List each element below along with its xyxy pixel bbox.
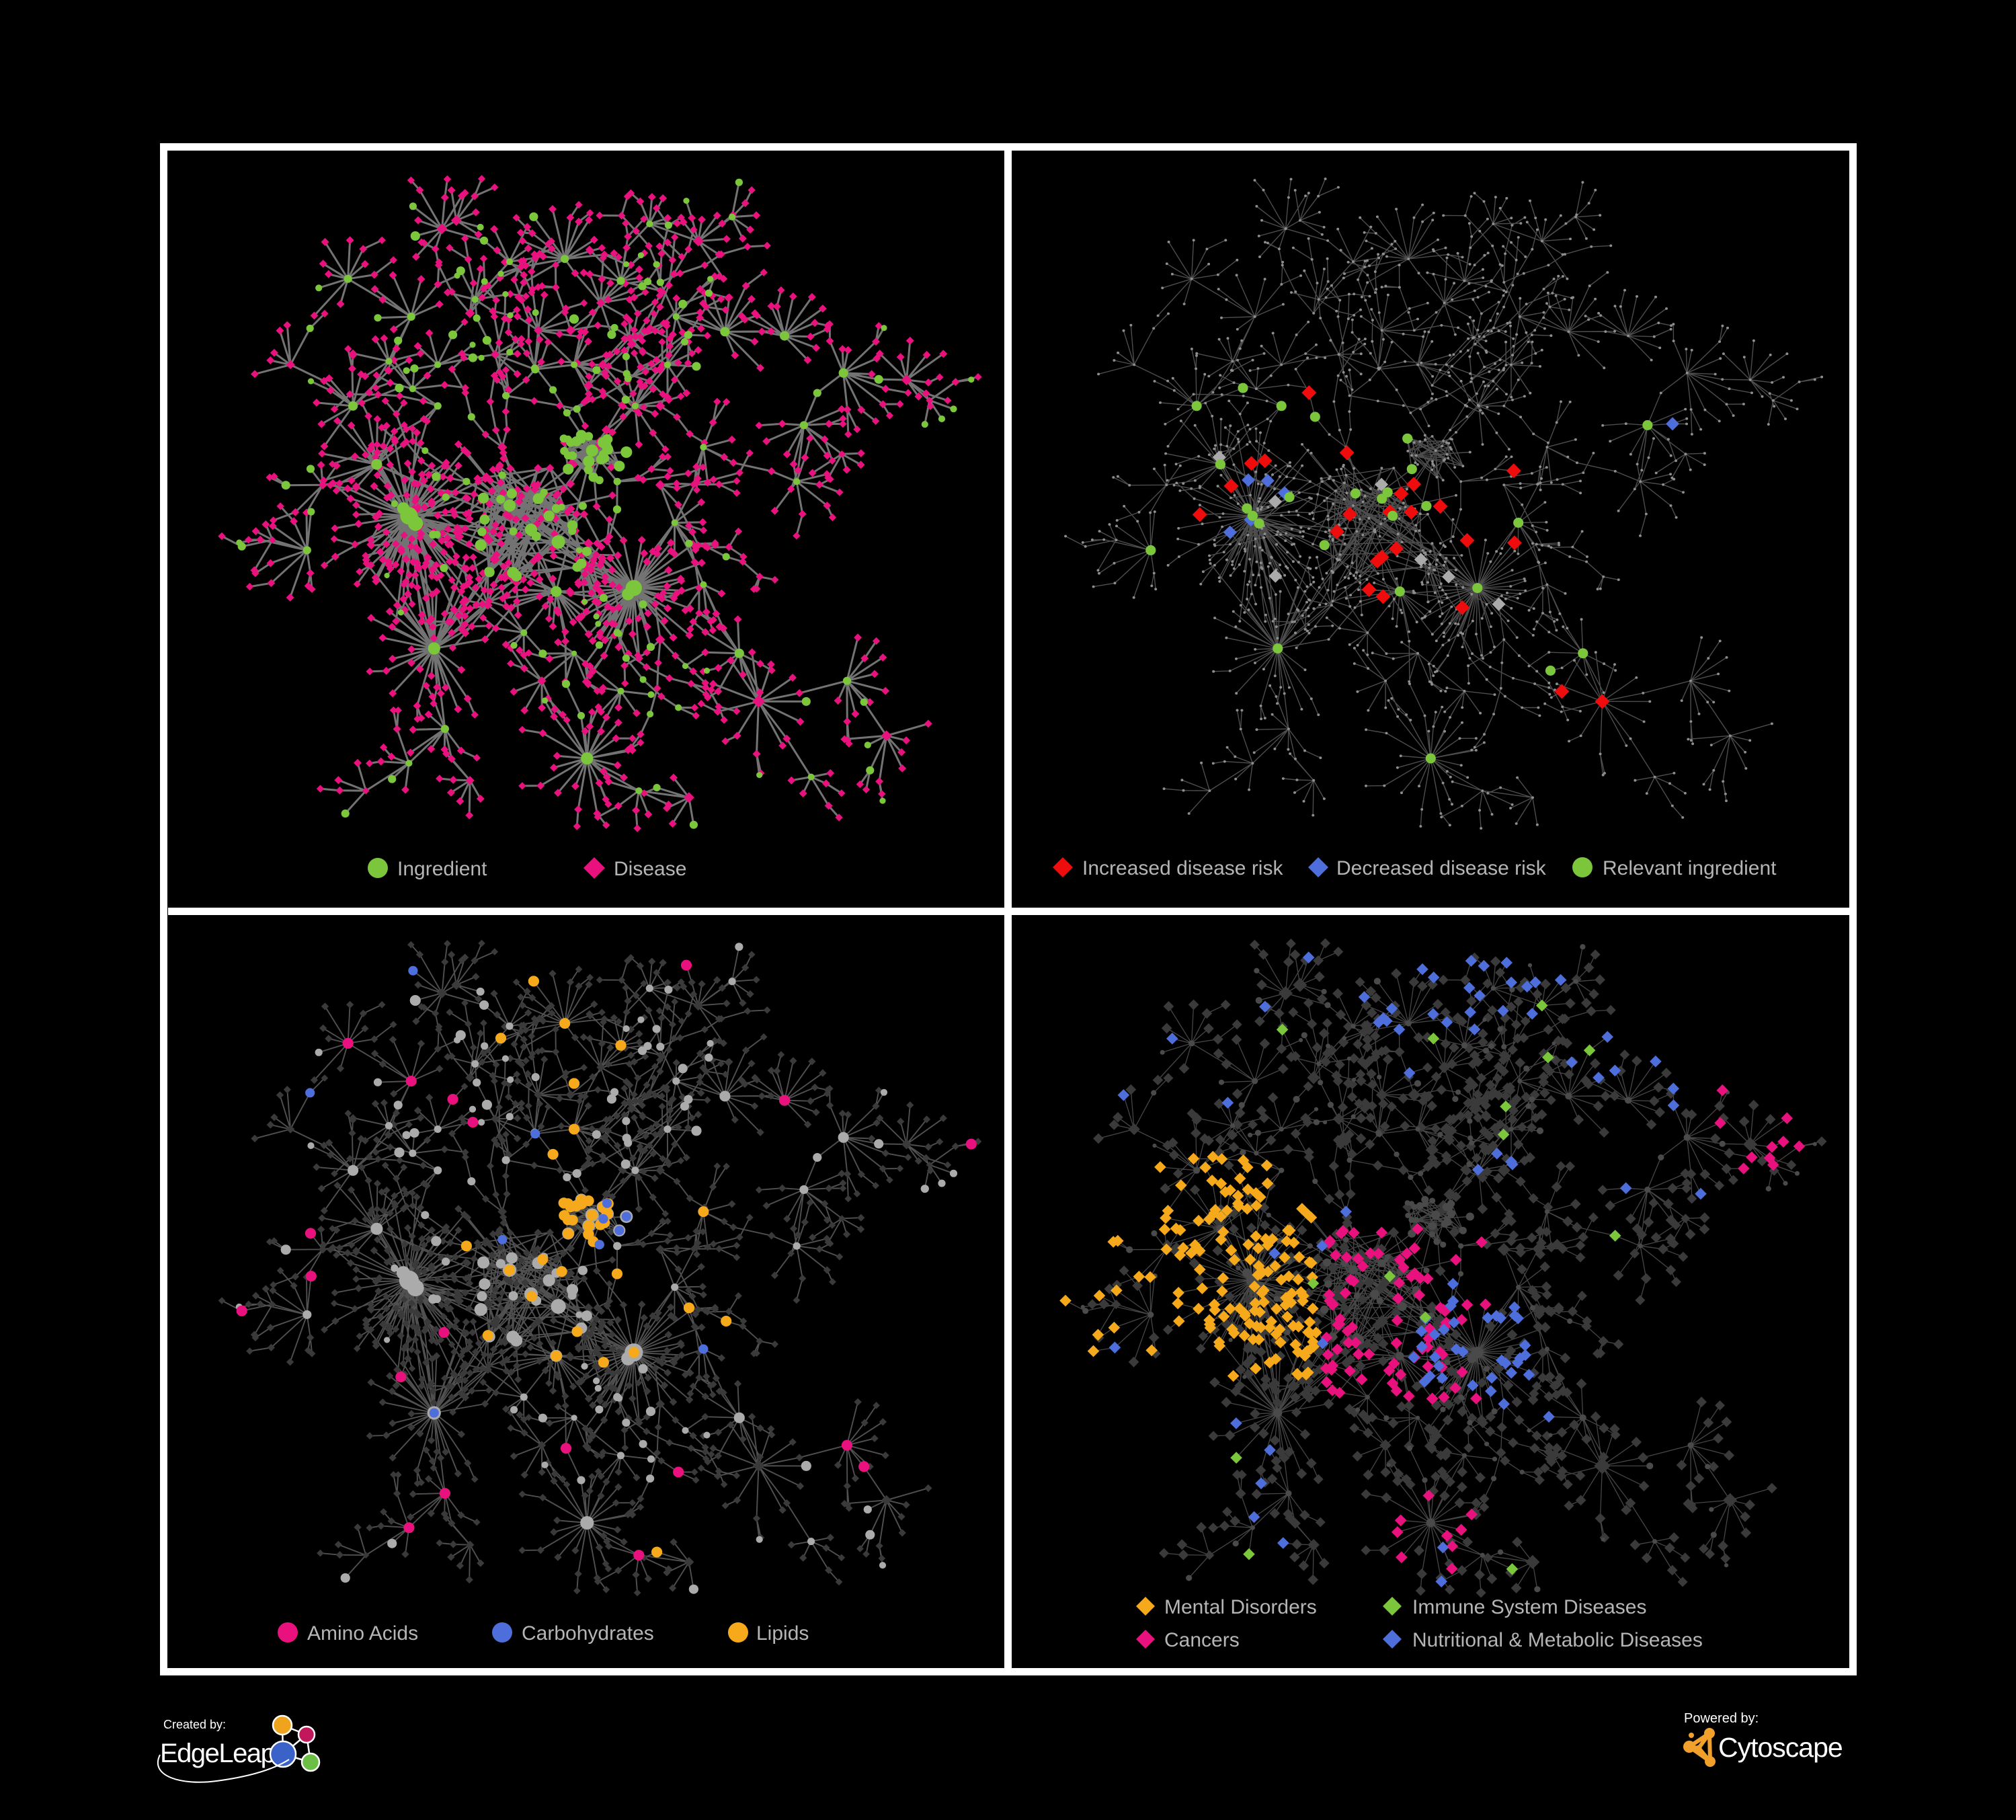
svg-text:Decreased disease risk: Decreased disease risk	[1336, 857, 1547, 879]
svg-text:EdgeLeap: EdgeLeap	[160, 1739, 275, 1768]
svg-text:Increased disease risk: Increased disease risk	[1082, 857, 1283, 879]
svg-text:Created by:: Created by:	[163, 1718, 226, 1731]
svg-text:Ingredient: Ingredient	[397, 858, 487, 880]
svg-text:Immune System Diseases: Immune System Diseases	[1412, 1596, 1646, 1618]
svg-text:Amino Acids: Amino Acids	[307, 1622, 418, 1645]
svg-text:Cytoscape: Cytoscape	[1718, 1732, 1843, 1763]
svg-text:Carbohydrates: Carbohydrates	[522, 1622, 654, 1645]
svg-text:Cancers: Cancers	[1164, 1629, 1240, 1651]
svg-text:Powered by:: Powered by:	[1684, 1711, 1759, 1726]
svg-text:Mental Disorders: Mental Disorders	[1164, 1596, 1317, 1618]
svg-text:Disease: Disease	[614, 858, 686, 880]
svg-text:Nutritional & Metabolic Diseas: Nutritional & Metabolic Diseases	[1412, 1629, 1703, 1651]
svg-text:Relevant ingredient: Relevant ingredient	[1603, 857, 1777, 879]
svg-text:Lipids: Lipids	[756, 1622, 809, 1645]
